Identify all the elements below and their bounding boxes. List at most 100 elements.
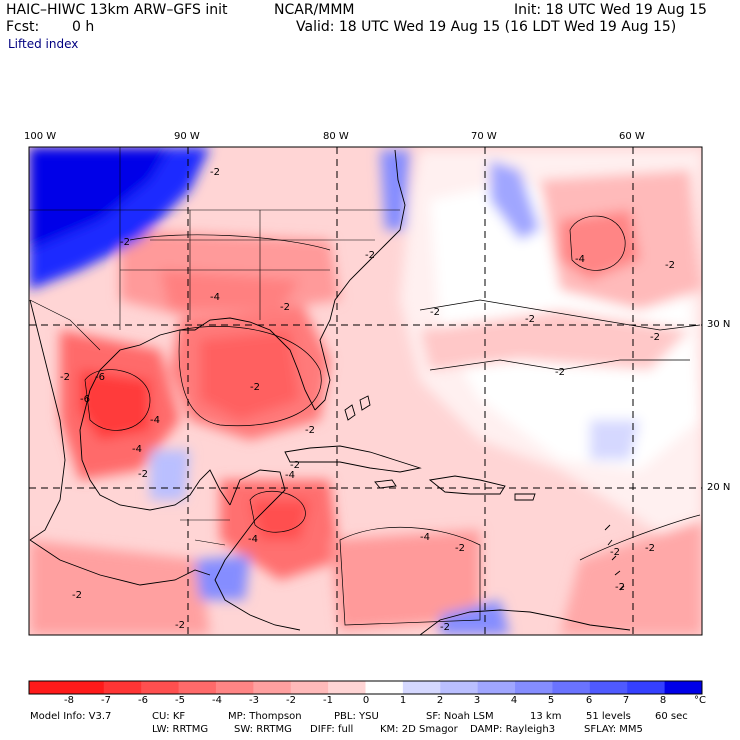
model-title: HAIC–HIWC 13km ARW–GFS init [6, 2, 228, 18]
pbl-scheme: PBL: YSU [334, 711, 379, 722]
colorbar-swatch [589, 681, 628, 694]
contour-label: -2 [440, 622, 450, 633]
contour-label: -2 [60, 372, 70, 383]
coastlines [29, 149, 631, 635]
colorbar-swatch [552, 681, 591, 694]
shortwave-scheme: SW: RRTMG [234, 724, 292, 735]
org-label: NCAR/MMM [274, 2, 355, 18]
colorbar-label: 2 [436, 695, 444, 706]
colorbar-swatch [215, 681, 254, 694]
model-info: Model Info: V3.7 [30, 711, 112, 722]
colorbar [28, 680, 703, 695]
contour-label: -2 [250, 382, 260, 393]
contour-label: -4 [575, 254, 585, 265]
microphysics-scheme: MP: Thompson [228, 711, 302, 722]
colorbar-label: 8 [659, 695, 667, 706]
colorbar-label: -4 [212, 695, 222, 706]
contour-label: -4 [420, 532, 430, 543]
colorbar-label: 3 [473, 695, 481, 706]
colorbar-swatch [141, 681, 180, 694]
surface-layer-scheme: SFLAY: MM5 [584, 724, 643, 735]
colorbar-label: -5 [175, 695, 185, 706]
contour-label: -2 [305, 425, 315, 436]
contour-label: -4 [285, 470, 295, 481]
forecast-hour: 0 h [72, 19, 95, 35]
contour-label: -2 [555, 367, 565, 378]
contour-label: -2 [610, 547, 620, 558]
diffusion-setting: DIFF: full [310, 724, 354, 735]
contour-label: -4 [132, 444, 142, 455]
contour-label: -2 [650, 332, 660, 343]
contour-label: -2 [645, 543, 655, 554]
contour-label: -2 [615, 582, 625, 593]
colorbar-swatch [365, 681, 404, 694]
lon-label-100w: 100 W [24, 131, 57, 142]
lon-label-70w: 70 W [471, 131, 497, 142]
colorbar-label: 6 [585, 695, 593, 706]
colorbar-swatch [627, 681, 666, 694]
field-name: Lifted index [8, 37, 79, 51]
colorbar-swatch [103, 681, 142, 694]
borders [29, 147, 400, 546]
lat-label-20n: 20 N [707, 482, 731, 493]
time-step: 60 sec [655, 711, 688, 722]
contour-label: -2 [120, 237, 130, 248]
colorbar-label: -1 [323, 695, 333, 706]
colorbar-label: 1 [399, 695, 407, 706]
contour-label: -2 [665, 260, 675, 271]
forecast-label: Fcst: [6, 19, 40, 35]
lon-label-60w: 60 W [619, 131, 645, 142]
map-frame [28, 146, 703, 636]
colorbar-label: -7 [101, 695, 111, 706]
contour-label: -2 [525, 314, 535, 325]
contour-label: -2 [175, 620, 185, 631]
init-time: Init: 18 UTC Wed 19 Aug 15 [514, 2, 707, 18]
damping-setting: DAMP: Rayleigh3 [470, 724, 556, 735]
contour-label: -6 [80, 394, 90, 405]
colorbar-swatch [253, 681, 292, 694]
colorbar-label: -8 [64, 695, 74, 706]
colorbar-swatch [477, 681, 516, 694]
contour-label: -2 [290, 460, 300, 471]
colorbar-swatch [328, 681, 366, 694]
longwave-scheme: LW: RRTMG [152, 724, 209, 735]
contour-label: -2 [138, 469, 148, 480]
colorbar-swatch [178, 681, 217, 694]
colorbar-label: -2 [286, 695, 296, 706]
contour-labels: -2 -2 -2 -4 -2 -2 -2 -6 -6 -4 -4 -2 -2 -… [60, 167, 675, 633]
lon-label-90w: 90 W [174, 131, 200, 142]
contour-label: -2 [455, 543, 465, 554]
contour-label: -4 [210, 292, 220, 303]
colorbar-unit: °C [694, 695, 706, 706]
shaded-field [29, 147, 702, 635]
map-field: -2 -2 -2 -4 -2 -2 -2 -6 -6 -4 -4 -2 -2 -… [29, 147, 702, 635]
contour-label: -2 [365, 250, 375, 261]
cumulus-scheme: CU: KF [152, 711, 186, 722]
colorbar-swatch [515, 681, 553, 694]
colorbar-swatch [440, 681, 479, 694]
colorbar-label: -3 [249, 695, 259, 706]
contour-label: -2 [72, 590, 82, 601]
colorbar-label: 7 [622, 695, 630, 706]
colorbar-label: 4 [510, 695, 518, 706]
surface-scheme: SF: Noah LSM [426, 711, 494, 722]
colorbar-label: 5 [547, 695, 555, 706]
graticule [29, 147, 702, 635]
colorbar-swatch [29, 681, 67, 694]
colorbar-swatch [66, 681, 105, 694]
contour-label: -6 [95, 372, 105, 383]
colorbar-swatch [402, 681, 441, 694]
contour-label: -2 [210, 167, 220, 178]
colorbar-label: 0 [362, 695, 370, 706]
valid-time: Valid: 18 UTC Wed 19 Aug 15 (16 LDT Wed … [296, 19, 677, 35]
colorbar-swatch [664, 681, 703, 694]
contour-label: -4 [150, 415, 160, 426]
lon-label-80w: 80 W [323, 131, 349, 142]
vertical-levels: 51 levels [586, 711, 631, 722]
grid-spacing: 13 km [530, 711, 562, 722]
contour-label: -2 [430, 307, 440, 318]
colorbar-swatch [290, 681, 329, 694]
colorbar-frame [28, 680, 703, 695]
contour-label: -4 [248, 534, 258, 545]
